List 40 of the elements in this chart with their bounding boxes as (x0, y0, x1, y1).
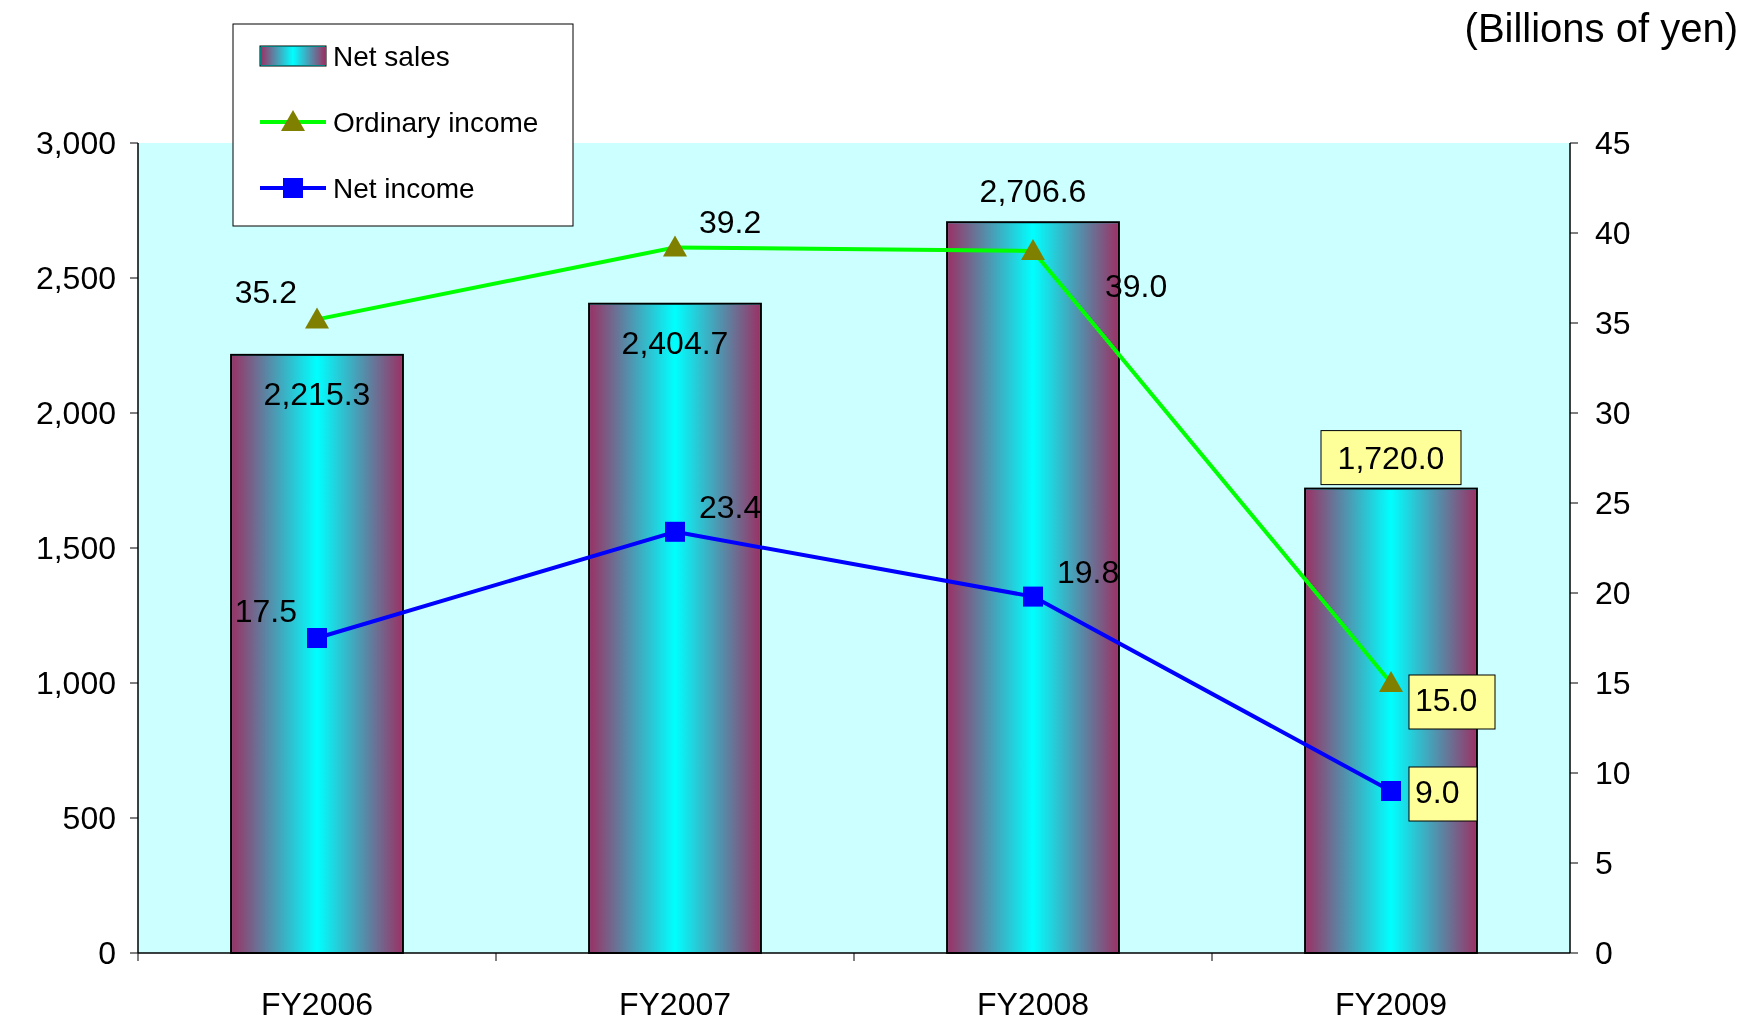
data-label: 23.4 (699, 488, 762, 525)
y2-tick-label: 25 (1595, 485, 1631, 521)
y2-tick-label: 35 (1595, 305, 1631, 341)
x-tick-label: FY2007 (618, 986, 732, 1022)
y2-tick-label: 10 (1595, 755, 1631, 791)
x-tick-label: FY2006 (260, 986, 374, 1022)
y2-tick-label: 5 (1595, 845, 1613, 881)
legend-label: Ordinary income (333, 107, 539, 138)
data-label: 2,404.7 (621, 324, 729, 361)
text: (Billions of yen) (1464, 6, 1738, 50)
data-label: 2,215.3 (263, 375, 371, 412)
y-tick-label: 2,500 (35, 260, 116, 296)
point (307, 628, 327, 648)
y-tick-label: 500 (62, 800, 116, 836)
y-tick-label: 3,000 (35, 125, 116, 161)
data-label: 1,720.0 (1337, 439, 1445, 476)
y-tick-label: 1,000 (35, 665, 116, 701)
y-tick-label: 0 (98, 935, 116, 971)
data-label: 17.5 (234, 593, 297, 629)
y2-tick-label: 20 (1595, 575, 1631, 611)
point (1381, 781, 1401, 801)
y2-tick-label: 40 (1595, 215, 1631, 251)
y2-tick-label: 30 (1595, 395, 1631, 431)
y-tick-label: 2,000 (35, 395, 116, 431)
point (665, 521, 685, 542)
data-label: 15.0 (1415, 682, 1478, 718)
data-label: 9.0 (1415, 774, 1460, 810)
x-tick-label: FY2008 (976, 986, 1090, 1022)
legend-label: Net income (333, 173, 475, 204)
data-label: 2,706.6 (979, 173, 1087, 210)
legend-label: Net sales (333, 41, 450, 72)
data-label: 35.2 (234, 274, 297, 311)
y2-tick-label: 0 (1595, 935, 1613, 971)
data-label: 19.8 (1057, 553, 1120, 590)
x-tick-label: FY2009 (1334, 986, 1448, 1022)
y-tick-label: 1,500 (35, 530, 116, 566)
y2-tick-label: 15 (1595, 665, 1631, 701)
data-label: 39.2 (699, 204, 762, 241)
point (1023, 586, 1043, 607)
y2-tick-label: 45 (1595, 125, 1631, 161)
